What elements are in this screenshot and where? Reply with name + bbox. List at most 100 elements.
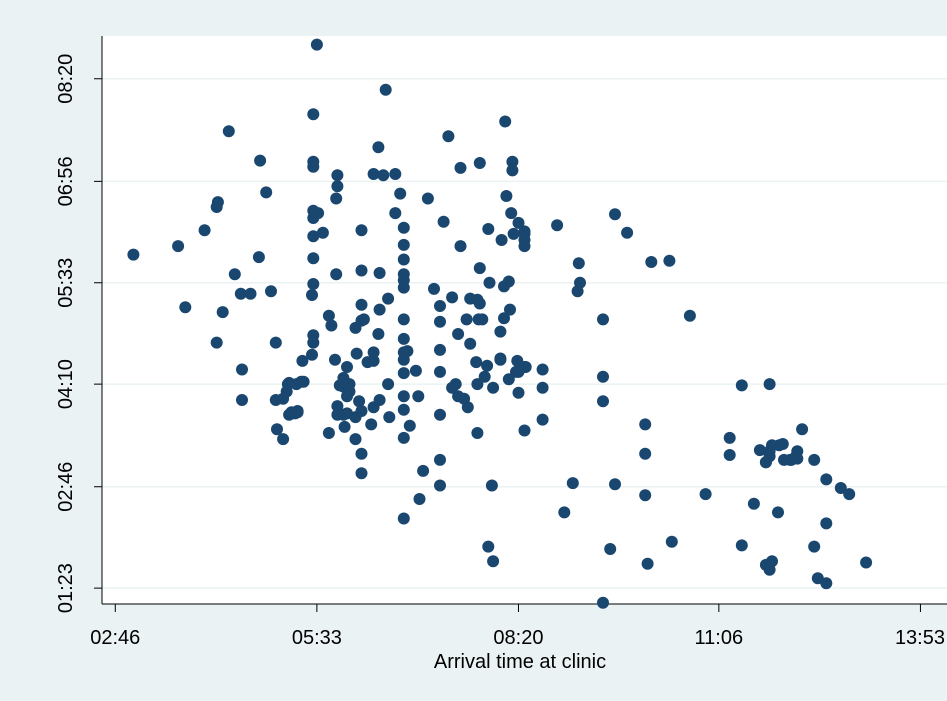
data-point: [236, 363, 248, 376]
data-point: [172, 240, 185, 253]
data-point: [269, 336, 282, 349]
data-point: [307, 155, 320, 168]
y-tick-label: 06:56: [55, 156, 77, 206]
data-point: [211, 196, 224, 209]
data-point: [216, 306, 229, 319]
data-point: [127, 248, 140, 261]
data-point: [597, 313, 609, 326]
data-point: [198, 224, 211, 237]
data-point: [389, 168, 402, 180]
data-point: [322, 427, 335, 439]
data-point: [641, 557, 654, 570]
data-point: [473, 157, 486, 169]
data-point: [808, 540, 821, 553]
data-point: [394, 187, 407, 200]
data-point: [763, 378, 776, 391]
data-point: [518, 240, 531, 253]
data-point: [499, 115, 512, 128]
data-point: [397, 221, 410, 234]
data-point: [518, 361, 531, 373]
x-tick-label: 02:46: [90, 627, 140, 649]
data-point: [329, 353, 341, 366]
data-point: [330, 192, 343, 205]
data-point: [277, 433, 290, 446]
data-point: [723, 431, 736, 444]
data-point: [505, 207, 518, 220]
data-point: [330, 268, 343, 281]
data-point: [236, 394, 248, 406]
data-point: [566, 477, 579, 490]
data-point: [341, 390, 353, 403]
data-point: [397, 253, 410, 266]
data-point: [349, 433, 362, 446]
data-point: [401, 345, 414, 358]
data-point: [495, 234, 508, 246]
data-point: [365, 418, 378, 431]
data-point: [434, 365, 446, 378]
data-point: [379, 83, 392, 96]
y-tick-label: 01:23: [55, 563, 77, 613]
data-point: [776, 438, 789, 450]
data-point: [442, 130, 455, 143]
data-point: [461, 401, 474, 414]
data-point: [325, 319, 338, 332]
data-point: [179, 301, 192, 314]
data-point: [338, 420, 351, 433]
data-point: [558, 506, 571, 519]
data-point: [507, 227, 520, 240]
data-point: [357, 313, 370, 326]
data-point: [735, 539, 748, 552]
data-point: [621, 226, 634, 239]
data-point: [753, 444, 766, 457]
data-point: [397, 332, 410, 345]
plot-area: [102, 36, 947, 604]
data-point: [367, 354, 380, 367]
data-point: [471, 427, 484, 439]
data-point: [498, 312, 510, 325]
data-point: [482, 223, 495, 235]
data-point: [735, 379, 748, 392]
data-point: [571, 285, 584, 298]
data-point: [355, 224, 368, 237]
data-point: [460, 313, 473, 326]
data-point: [349, 411, 362, 424]
data-point: [604, 543, 617, 555]
data-point: [389, 207, 402, 220]
data-point: [434, 453, 446, 466]
data-point: [434, 300, 446, 312]
data-point: [355, 447, 368, 460]
data-point: [421, 192, 434, 205]
data-point: [502, 275, 515, 288]
data-point: [512, 216, 525, 229]
data-point: [597, 395, 609, 408]
data-point: [471, 378, 484, 391]
data-point: [413, 493, 426, 505]
data-point: [766, 555, 778, 568]
data-point: [487, 555, 500, 568]
data-point: [377, 169, 390, 182]
data-point: [639, 418, 652, 431]
data-point: [297, 375, 310, 388]
data-point: [373, 267, 386, 279]
data-point: [271, 423, 283, 436]
data-point: [252, 251, 265, 264]
data-point: [312, 207, 325, 220]
data-point: [597, 370, 609, 383]
data-point: [349, 321, 362, 334]
data-point: [355, 264, 368, 277]
data-point: [464, 337, 477, 350]
data-point: [265, 285, 277, 298]
data-point: [452, 328, 465, 340]
data-point: [307, 252, 320, 265]
data-point: [291, 406, 304, 419]
data-point: [699, 488, 712, 501]
data-point: [331, 169, 344, 182]
data-point: [683, 309, 696, 322]
gridlines: [102, 78, 947, 589]
data-point: [449, 378, 462, 391]
data-point: [860, 556, 873, 569]
data-point: [307, 230, 320, 243]
data-point: [210, 336, 223, 349]
